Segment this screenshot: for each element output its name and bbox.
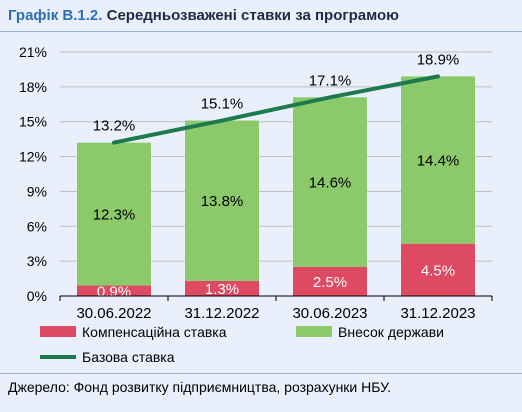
compensation-value-label: 0.9% [97,283,131,300]
bar-state-contribution [401,76,475,244]
legend-swatch-compensation [40,326,76,337]
bar-state-contribution [77,142,151,286]
source-divider [0,373,522,374]
legend-swatch-state-contribution [296,326,332,337]
y-tick-label: 15% [19,114,47,130]
base-rate-line [112,74,440,145]
state-contribution-value-label: 14.6% [309,175,352,192]
chart-title-prefix: Графік В.1.2. [8,7,103,24]
bar-state-contribution [185,120,259,281]
legend: Компенсаційна ставка Внесок держави Базова… [40,324,444,365]
bar-compensation [185,280,259,296]
state-contribution-value-label: 12.3% [93,207,136,224]
data-labels: 0.9% 12.3% 1.3% 13.8% 2.5% 14.6% 4.5% 14.4% 13.2… [93,51,460,300]
base-rate-polyline [112,74,440,145]
y-tick-label: 3% [27,253,47,269]
y-axis: 0% 3% 6% 9% 12% 15% 18% 21% [19,44,47,304]
compensation-value-label: 4.5% [421,262,455,279]
chart-title: Графік В.1.2. Середньозважені ставки за … [0,0,522,30]
x-category-label: 31.12.2023 [400,305,475,322]
y-tick-label: 12% [19,149,47,165]
legend-label-compensation: Компенсаційна ставка [82,324,227,340]
bar-state-contribution [293,97,367,267]
y-tick-label: 9% [27,183,47,199]
bar-compensation [77,285,151,296]
x-category-label: 31.12.2022 [184,305,259,322]
source-note: Джерело: Фонд розвитку підприємництва, р… [8,379,392,395]
compensation-value-label: 1.3% [205,281,239,298]
base-rate-value-label: 18.9% [417,51,460,68]
bar-compensation [293,266,367,296]
bar-compensation [401,243,475,296]
y-tick-label: 0% [27,288,47,304]
legend-label-state-contribution: Внесок держави [338,324,444,340]
y-tick-label: 21% [19,44,47,60]
base-rate-value-label: 13.2% [93,118,136,135]
bars [77,76,475,296]
title-divider [0,31,522,32]
y-tick-label: 6% [27,218,47,234]
legend-label-base-rate: Базова ставка [82,349,175,365]
y-tick-label: 18% [19,79,47,95]
x-category-label: 30.06.2022 [76,305,151,322]
chart-title-text: Середньозважені ставки за програмою [106,7,399,24]
x-category-label: 30.06.2023 [292,305,367,322]
base-rate-value-label: 17.1% [309,72,352,89]
x-axis: 30.06.2022 31.12.2022 30.06.2023 31.12.2023 [59,295,493,322]
base-rate-value-label: 15.1% [201,96,244,113]
state-contribution-value-label: 14.4% [417,153,460,170]
compensation-value-label: 2.5% [313,274,347,291]
state-contribution-value-label: 13.8% [201,193,244,210]
